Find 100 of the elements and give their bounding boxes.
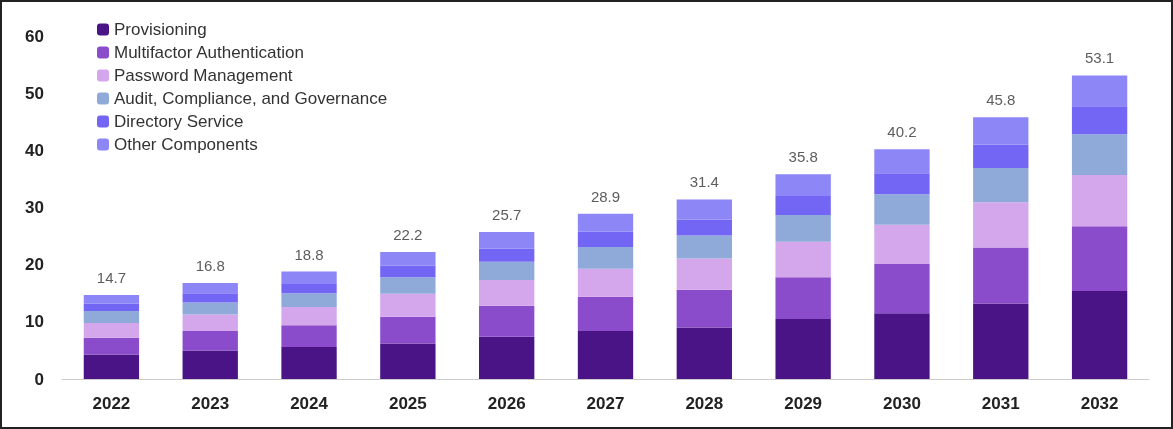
bar xyxy=(182,302,238,315)
total-label: 53.1 xyxy=(1084,49,1115,67)
x-tick-label: 2025 xyxy=(388,394,427,413)
bar xyxy=(281,325,337,347)
bar xyxy=(577,231,634,247)
y-tick-label: 10 xyxy=(25,312,44,332)
bar xyxy=(380,265,436,278)
bar xyxy=(577,213,634,232)
x-tick-label: 2023 xyxy=(191,394,230,413)
bar xyxy=(182,330,238,351)
bar xyxy=(775,196,831,215)
bar xyxy=(83,294,140,304)
x-tick-label: 2024 xyxy=(290,394,329,413)
bar xyxy=(775,277,831,319)
x-tick-label: 2022 xyxy=(92,394,131,413)
bar xyxy=(1071,106,1128,135)
bar xyxy=(775,318,831,379)
y-tick-label: 0 xyxy=(34,369,44,389)
bar xyxy=(1071,134,1128,175)
bar xyxy=(676,258,732,290)
bar xyxy=(281,284,337,294)
bar xyxy=(874,194,930,225)
total-label: 16.8 xyxy=(195,256,225,274)
bar xyxy=(973,117,1029,145)
bar xyxy=(380,293,436,317)
legend-label: Password Management xyxy=(114,66,293,85)
bar xyxy=(281,346,337,379)
legend-label: Directory Service xyxy=(114,112,244,131)
bar xyxy=(83,322,140,338)
bar xyxy=(479,280,535,306)
bar xyxy=(281,293,337,307)
total-label: 14.7 xyxy=(96,268,127,286)
bar xyxy=(182,314,238,331)
bar xyxy=(281,271,337,285)
bar xyxy=(577,330,634,379)
total-label: 28.9 xyxy=(590,187,621,205)
bar xyxy=(380,277,436,294)
bar xyxy=(380,343,436,379)
bar xyxy=(874,313,930,379)
x-tick-label: 2031 xyxy=(981,394,1020,413)
bar xyxy=(182,350,238,379)
legend-label: Other Components xyxy=(114,135,258,154)
total-label: 18.8 xyxy=(294,245,324,263)
total-label: 31.4 xyxy=(689,173,719,191)
bar xyxy=(83,337,140,355)
bar xyxy=(676,327,732,379)
bar xyxy=(577,246,634,269)
bar xyxy=(479,336,535,379)
bar xyxy=(973,303,1029,379)
bar xyxy=(83,303,140,311)
bar xyxy=(973,168,1029,203)
bar xyxy=(676,289,732,328)
bar xyxy=(676,219,732,236)
bar xyxy=(1071,75,1128,107)
bar xyxy=(380,252,436,266)
y-tick-label: 30 xyxy=(25,198,44,217)
bar xyxy=(479,261,535,281)
bar xyxy=(577,268,634,297)
total-label: 25.7 xyxy=(492,206,522,224)
x-tick-label: 2026 xyxy=(487,394,526,413)
bar xyxy=(874,173,930,195)
bar xyxy=(775,241,831,278)
total-label: 40.2 xyxy=(887,123,917,141)
bar xyxy=(874,264,930,314)
x-tick-label: 2029 xyxy=(784,394,823,413)
bar xyxy=(281,306,337,326)
bar xyxy=(775,174,831,197)
bar xyxy=(83,310,140,323)
y-tick-label: 50 xyxy=(25,83,44,103)
bar xyxy=(973,202,1029,248)
bar xyxy=(479,305,535,337)
bar xyxy=(1071,174,1128,227)
bar xyxy=(182,282,238,294)
legend-label: Multifactor Authentication xyxy=(114,43,304,62)
total-label: 35.8 xyxy=(788,148,818,166)
bar xyxy=(83,354,140,379)
x-tick-label: 2032 xyxy=(1080,394,1119,413)
bar xyxy=(479,232,535,249)
bar xyxy=(676,235,732,259)
total-label: 45.8 xyxy=(986,91,1016,109)
bar xyxy=(676,199,732,220)
bar xyxy=(874,149,930,174)
legend-label: Provisioning xyxy=(114,20,207,39)
total-label: 22.2 xyxy=(393,226,423,244)
y-tick-label: 40 xyxy=(25,140,44,160)
bar xyxy=(874,224,930,265)
bar xyxy=(1071,226,1128,291)
legend-label: Audit, Compliance, and Governance xyxy=(114,89,388,108)
y-tick-label: 20 xyxy=(25,255,44,275)
bar xyxy=(479,248,535,262)
y-tick-label: 60 xyxy=(25,26,44,46)
bar xyxy=(1071,290,1128,379)
bar xyxy=(973,144,1029,169)
bar xyxy=(182,293,238,303)
x-tick-label: 2030 xyxy=(883,394,921,413)
bar xyxy=(973,247,1029,304)
bar xyxy=(577,296,634,331)
x-tick-label: 2027 xyxy=(586,394,625,413)
bar xyxy=(380,316,436,344)
x-tick-label: 2028 xyxy=(685,394,724,413)
